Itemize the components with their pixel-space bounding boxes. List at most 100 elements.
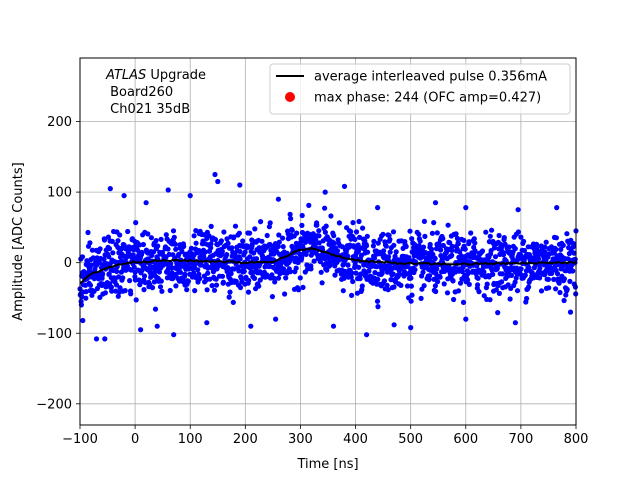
scatter-point bbox=[171, 234, 177, 240]
x-tick-label: 800 bbox=[564, 432, 589, 447]
scatter-point bbox=[316, 228, 322, 234]
scatter-point bbox=[230, 299, 236, 305]
y-axis-label: Amplitude [ADC Counts] bbox=[11, 162, 26, 320]
scatter-point bbox=[449, 252, 455, 258]
scatter-point bbox=[348, 274, 354, 280]
scatter-point bbox=[386, 232, 392, 238]
scatter-point bbox=[283, 275, 289, 281]
scatter-point bbox=[256, 283, 262, 289]
scatter-point bbox=[502, 241, 508, 247]
scatter-point bbox=[412, 267, 418, 273]
scatter-point bbox=[213, 276, 219, 282]
scatter-point bbox=[177, 269, 183, 275]
scatter-point bbox=[213, 282, 220, 288]
scatter-point bbox=[138, 327, 144, 333]
scatter-point bbox=[542, 244, 548, 250]
scatter-point bbox=[496, 290, 502, 296]
scatter-point bbox=[375, 304, 381, 310]
scatter-point bbox=[408, 298, 414, 304]
scatter-point bbox=[553, 286, 559, 292]
scatter-point bbox=[557, 289, 563, 296]
scatter-point bbox=[128, 291, 134, 297]
scatter-point bbox=[432, 256, 438, 262]
scatter-point bbox=[360, 225, 366, 231]
scatter-point bbox=[370, 243, 376, 249]
scatter-point bbox=[276, 232, 282, 238]
scatter-point bbox=[446, 265, 452, 271]
scatter-point bbox=[90, 255, 96, 261]
scatter-point bbox=[554, 205, 560, 211]
x-tick-label: 0 bbox=[131, 432, 139, 447]
scatter-point bbox=[483, 229, 489, 235]
scatter-point bbox=[328, 213, 334, 219]
scatter-point bbox=[567, 309, 574, 315]
scatter-point bbox=[479, 248, 486, 254]
scatter-point bbox=[472, 248, 478, 254]
scatter-point bbox=[242, 249, 248, 255]
scatter-point bbox=[429, 230, 435, 236]
scatter-point bbox=[447, 240, 453, 246]
scatter-point bbox=[380, 231, 386, 237]
axis-ticks: −100 0 100 200 300 400 500 600 700 800 −200 −100 0 10… bbox=[36, 115, 588, 447]
scatter-point bbox=[140, 241, 146, 248]
scatter-point bbox=[359, 283, 365, 289]
scatter-point bbox=[390, 229, 397, 235]
scatter-point bbox=[308, 266, 314, 272]
scatter-point bbox=[340, 288, 346, 294]
scatter-point bbox=[313, 237, 319, 243]
scatter-point bbox=[463, 205, 469, 211]
scatter-point bbox=[564, 231, 570, 237]
scatter-point bbox=[110, 250, 116, 256]
scatter-point bbox=[211, 287, 218, 293]
scatter-point bbox=[374, 298, 381, 304]
scatter-point bbox=[159, 288, 165, 294]
scatter-point bbox=[143, 200, 149, 206]
scatter-point bbox=[83, 289, 89, 295]
scatter-point bbox=[282, 291, 288, 297]
scatter-point bbox=[303, 251, 309, 257]
scatter-point bbox=[366, 268, 372, 274]
scatter-point bbox=[334, 248, 341, 254]
scatter-point bbox=[385, 287, 391, 293]
scatter-point bbox=[83, 295, 89, 301]
scatter-point bbox=[182, 271, 188, 277]
scatter-point bbox=[427, 273, 433, 279]
scatter-point bbox=[201, 253, 207, 259]
scatter-point bbox=[553, 246, 559, 252]
scatter-point bbox=[501, 235, 507, 241]
scatter-point bbox=[117, 285, 123, 291]
scatter-point bbox=[378, 262, 384, 268]
scatter-point bbox=[500, 252, 507, 258]
scatter-point bbox=[506, 244, 512, 250]
scatter-point bbox=[225, 240, 231, 246]
scatter-point bbox=[106, 246, 113, 252]
scatter-point bbox=[195, 267, 201, 273]
scatter-point bbox=[416, 243, 422, 249]
scatter-point bbox=[231, 266, 237, 272]
scatter-point bbox=[537, 275, 543, 281]
scatter-point bbox=[219, 248, 225, 254]
scatter-point bbox=[481, 269, 487, 275]
scatter-point bbox=[237, 284, 244, 291]
scatter-point bbox=[401, 258, 407, 264]
scatter-point bbox=[487, 297, 493, 303]
scatter-point bbox=[512, 246, 518, 252]
scatter-point bbox=[507, 296, 513, 302]
scatter-point bbox=[85, 229, 91, 236]
average-pulse-line bbox=[79, 246, 577, 284]
scatter-point bbox=[296, 287, 302, 293]
scatter-point bbox=[538, 288, 545, 294]
scatter-point bbox=[428, 246, 435, 252]
scatter-point bbox=[515, 229, 522, 235]
scatter-point bbox=[288, 216, 294, 222]
scatter-point bbox=[471, 236, 477, 242]
scatter-point bbox=[297, 275, 303, 281]
scatter-point bbox=[494, 265, 500, 271]
y-tick-label: 100 bbox=[47, 186, 72, 201]
scatter-point bbox=[499, 271, 505, 277]
scatter-point bbox=[115, 293, 121, 299]
scatter-point bbox=[440, 235, 446, 242]
scatter-point bbox=[247, 230, 253, 236]
scatter-point bbox=[114, 268, 120, 274]
scatter-point bbox=[364, 233, 370, 239]
